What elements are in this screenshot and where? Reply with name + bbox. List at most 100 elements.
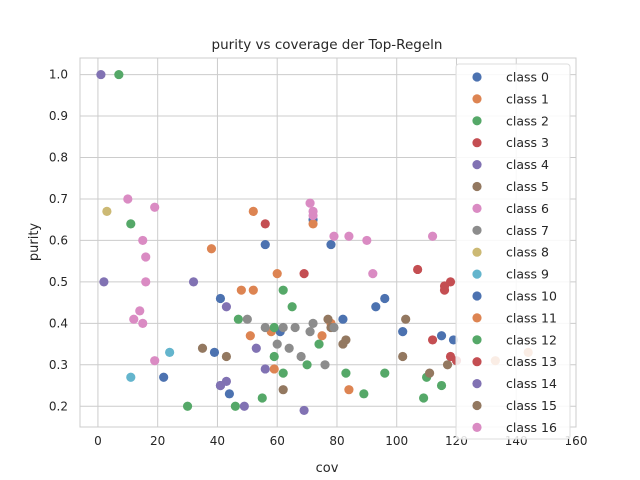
point-class-9 [165, 347, 175, 357]
point-class-0 [371, 302, 381, 312]
legend-entry: class 14 [506, 376, 557, 391]
legend-entry: class 13 [506, 354, 557, 369]
legend-entry: class 1 [506, 91, 549, 106]
y-tick-label: 0.6 [49, 233, 68, 247]
legend-marker [472, 203, 482, 213]
point-class-3 [445, 277, 456, 287]
legend-marker [472, 181, 482, 192]
chart-title: purity vs coverage der Top-Regeln [212, 37, 443, 53]
point-class-5 [398, 351, 408, 362]
point-class-1 [272, 268, 282, 279]
y-tick-label: 0.5 [49, 275, 68, 289]
legend-entry: class 7 [506, 223, 549, 238]
point-class-1 [236, 285, 246, 295]
point-class-3 [299, 268, 309, 279]
point-class-6 [150, 202, 160, 212]
legend-entry: class 11 [506, 310, 557, 325]
y-tick-label: 0.3 [49, 358, 68, 372]
point-class-0 [398, 327, 408, 337]
point-class-6 [150, 356, 160, 366]
point-class-2 [341, 368, 351, 378]
point-class-7 [278, 322, 288, 333]
legend-entry: class 0 [506, 70, 549, 85]
x-tick-label: 40 [210, 434, 225, 448]
point-class-2 [436, 380, 447, 391]
point-class-7 [320, 360, 330, 370]
point-class-5 [278, 385, 288, 395]
y-tick-label: 0.8 [49, 151, 68, 165]
legend-marker [472, 379, 482, 389]
point-class-7 [242, 314, 252, 324]
y-tick-label: 0.4 [49, 316, 68, 330]
y-tick-label: 0.2 [49, 399, 68, 413]
point-class-2 [419, 393, 429, 403]
legend-marker [472, 138, 482, 148]
plot-frame [79, 57, 577, 428]
legend-entry: class 12 [506, 332, 557, 347]
point-class-1 [308, 219, 318, 229]
point-class-1 [344, 385, 354, 395]
point-class-0 [260, 239, 270, 250]
point-class-5 [323, 314, 333, 324]
legend-entry: class 2 [506, 113, 549, 128]
legend-marker [472, 400, 482, 411]
point-class-7 [308, 318, 318, 328]
point-class-5 [197, 343, 208, 353]
legend-marker [472, 291, 482, 301]
point-class-0 [209, 347, 220, 357]
x-tick-label: 20 [150, 434, 165, 448]
legend-marker [472, 160, 482, 170]
legend-marker [472, 94, 482, 104]
point-class-6 [305, 198, 315, 208]
point-class-2 [278, 285, 288, 295]
point-class-1 [206, 244, 217, 254]
legend-marker [472, 247, 482, 257]
y-tick-label: 1.0 [49, 68, 68, 82]
point-class-4 [299, 405, 309, 416]
point-class-3 [260, 219, 270, 229]
legend-entry: class 6 [506, 201, 549, 216]
legend-entry: class 4 [506, 157, 549, 172]
point-class-2 [182, 401, 193, 411]
point-class-2 [359, 389, 369, 399]
point-class-6 [123, 194, 133, 204]
point-class-6 [427, 231, 438, 241]
point-class-5 [442, 360, 453, 370]
x-tick-label: 0 [94, 434, 102, 448]
point-class-2 [233, 314, 243, 324]
point-class-6 [329, 231, 339, 241]
point-class-1 [245, 331, 255, 341]
y-tick-label: 0.7 [49, 192, 68, 206]
point-class-7 [296, 351, 306, 362]
legend-marker [472, 422, 482, 432]
point-class-3 [439, 285, 450, 295]
point-class-1 [248, 285, 258, 295]
legend-entry: class 5 [506, 179, 549, 194]
point-class-7 [290, 322, 300, 333]
point-class-5 [338, 339, 348, 349]
point-class-4 [221, 302, 232, 312]
point-class-6 [129, 314, 139, 324]
point-class-6 [135, 306, 145, 316]
point-class-5 [401, 314, 411, 324]
legend-marker [472, 313, 482, 323]
point-class-7 [305, 327, 315, 337]
point-class-2 [314, 339, 324, 349]
point-class-8 [102, 206, 112, 217]
point-class-6 [362, 235, 372, 246]
data-points [96, 69, 533, 416]
point-class-7 [260, 322, 270, 333]
point-class-5 [221, 351, 232, 362]
point-class-5 [424, 368, 435, 378]
point-class-2 [287, 302, 297, 312]
point-class-6 [141, 277, 151, 287]
point-class-1 [317, 331, 327, 341]
x-tick-label: 80 [329, 434, 344, 448]
legend-marker [472, 116, 482, 126]
point-class-4 [251, 343, 261, 353]
point-class-1 [248, 206, 258, 217]
point-class-1 [269, 364, 279, 374]
y-axis-label: purity [27, 223, 42, 262]
point-class-2 [114, 69, 124, 80]
